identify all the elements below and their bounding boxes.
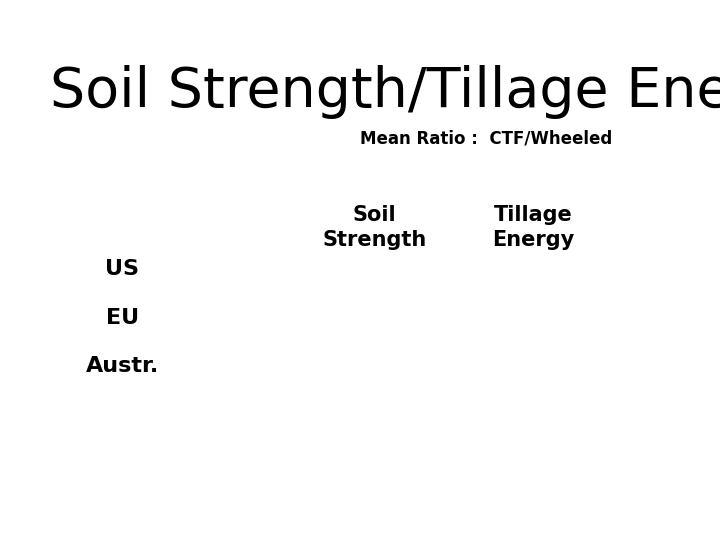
- Text: Mean Ratio :  CTF/Wheeled: Mean Ratio : CTF/Wheeled: [360, 130, 612, 147]
- Text: Tillage
Energy: Tillage Energy: [492, 205, 574, 250]
- Text: EU: EU: [106, 308, 139, 328]
- Text: Austr.: Austr.: [86, 356, 159, 376]
- Text: Soil Strength/Tillage Energy: Soil Strength/Tillage Energy: [50, 65, 720, 119]
- Text: Soil
Strength: Soil Strength: [323, 205, 426, 250]
- Text: US: US: [105, 259, 140, 279]
